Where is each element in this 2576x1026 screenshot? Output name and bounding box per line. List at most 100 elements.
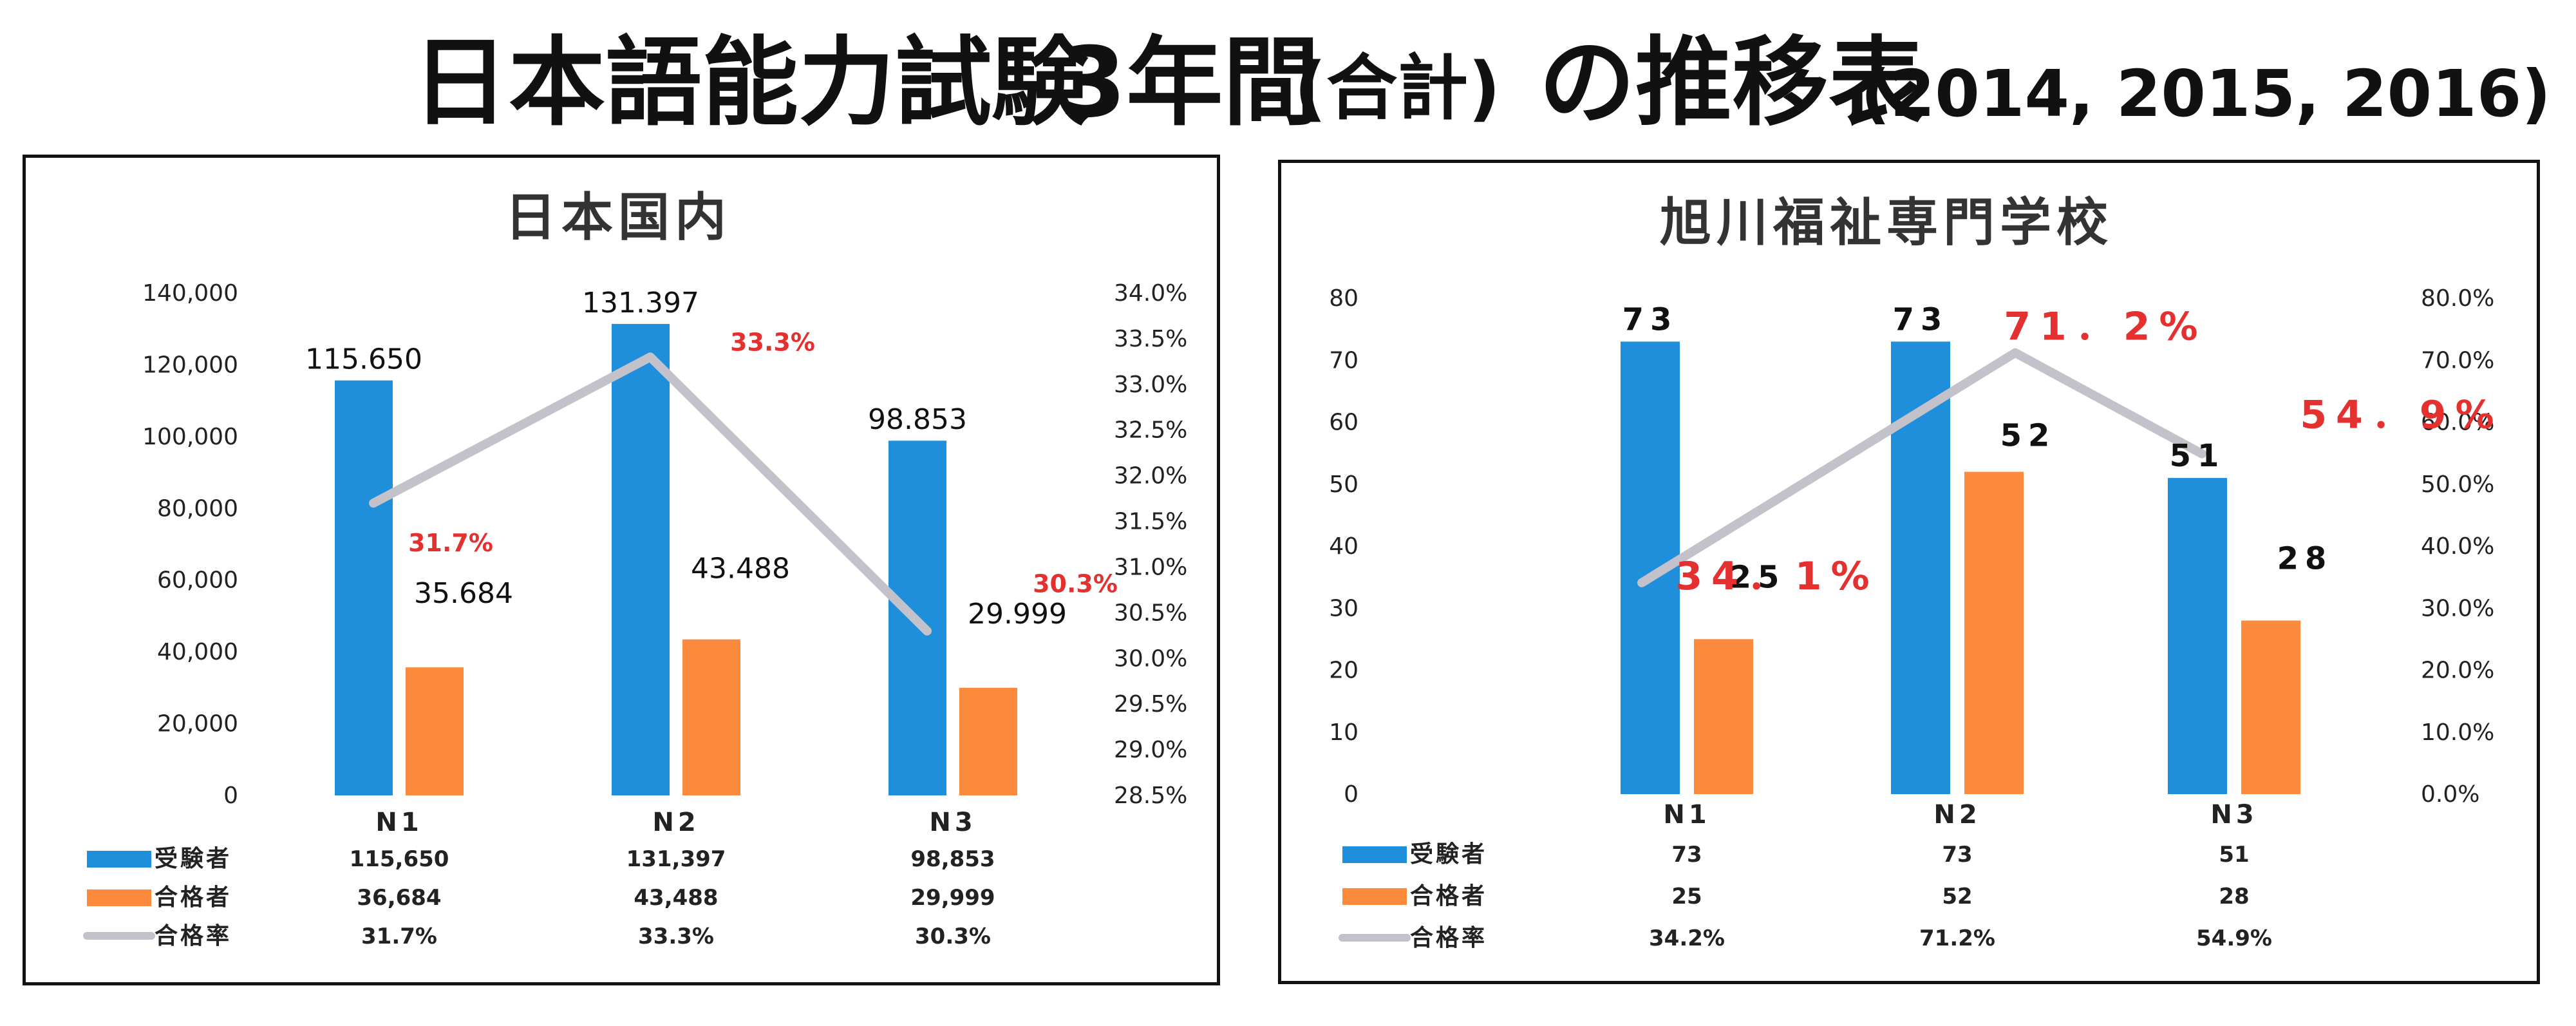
- y2-tick-label: 29.5%: [1114, 691, 1187, 717]
- y2-tick-label: 50.0%: [2421, 471, 2494, 498]
- x-tick-label: N2: [1933, 800, 1980, 830]
- y-tick-label: 80: [1329, 285, 1359, 312]
- x-tick-label: N1: [375, 808, 422, 837]
- y-tick-label: 140,000: [142, 280, 238, 307]
- y2-tick-label: 30.5%: [1114, 600, 1187, 626]
- y2-tick-label: 28.5%: [1114, 783, 1187, 809]
- y2-tick-label: 33.0%: [1114, 372, 1187, 398]
- data-label-examinees: 131.397: [582, 287, 699, 319]
- y-tick-label: 20: [1329, 658, 1359, 684]
- y2-tick-label: 70.0%: [2421, 347, 2494, 374]
- data-label-examinees: 73: [1893, 301, 1949, 337]
- data-label-rate: 33.3%: [730, 328, 815, 356]
- legend-key: [1342, 846, 1407, 863]
- line-pass-rate: [369, 352, 932, 636]
- legend-key: [87, 851, 151, 868]
- table-cell: 34.2%: [1649, 926, 1725, 951]
- legend-key: [1342, 888, 1407, 905]
- table-cell: 52: [1942, 884, 1972, 909]
- table-cell: 73: [1671, 842, 1702, 868]
- chart-school-svg: 旭川福祉専門学校 0 10 20 30 40 50 60 70 80 0.0% 10.0% 20.0% 3…: [1329, 193, 2494, 951]
- y2-tick-label: 10.0%: [2421, 719, 2494, 746]
- title-main: 日本語能力試験: [412, 27, 1089, 139]
- table-cell: 29,999: [910, 885, 995, 911]
- main-title: 日本語能力試験 3年間 (合計) の推移表 (2014, 2015, 2016): [0, 6, 2576, 148]
- bar-examinees: [335, 380, 393, 795]
- bar-examinees: [612, 323, 670, 795]
- table-cell: 51: [2219, 842, 2249, 868]
- bar-passers: [1694, 639, 1753, 794]
- data-label-passers: 28: [2277, 541, 2333, 577]
- y2-tick-label: 32.0%: [1114, 463, 1187, 489]
- y2-tick-label: 33.5%: [1114, 326, 1187, 352]
- table-cell: 31.7%: [361, 924, 437, 949]
- chart-title: 旭川福祉専門学校: [1660, 193, 2113, 252]
- y2-tick-label: 34.0%: [1114, 280, 1187, 307]
- bar-passers: [959, 687, 1017, 795]
- y-tick-label: 0: [223, 783, 238, 809]
- line-pass-rate: [1637, 348, 2206, 587]
- legend-label: 合格者: [1410, 883, 1487, 909]
- title-middle: 3年間: [1059, 27, 1319, 139]
- table-cell: 25: [1671, 884, 1702, 909]
- data-label-rate: 30.3%: [1033, 570, 1118, 598]
- x-tick-label: N3: [2210, 800, 2257, 830]
- title-suffix: の推移表: [1539, 27, 1925, 139]
- data-label-passers: 29.999: [968, 598, 1067, 631]
- bar-passers: [682, 639, 740, 795]
- y-tick-label: 20,000: [157, 711, 238, 737]
- x-tick-label: N1: [1663, 800, 1710, 830]
- y2-tick-label: 60.0%: [2421, 410, 2494, 436]
- data-label-rate: 31.7%: [408, 529, 493, 557]
- data-label-examinees: 73: [1622, 301, 1678, 337]
- legend-label: 合格者: [155, 884, 232, 911]
- title-paren: (合計): [1294, 47, 1501, 129]
- chart-panel-domestic: 日本国内 0 20,000 40,000 60,000 80,000 100,000 120,…: [23, 155, 1220, 985]
- data-label-examinees: 51: [2170, 438, 2226, 474]
- y-tick-label: 10: [1329, 719, 1359, 746]
- data-label-examinees: 115.650: [305, 343, 422, 376]
- y2-tick-label: 80.0%: [2421, 285, 2494, 312]
- y-tick-label: 40,000: [157, 639, 238, 665]
- table-cell: 36,684: [357, 885, 441, 911]
- y-tick-label: 80,000: [157, 495, 238, 522]
- y2-tick-label: 0.0%: [2421, 781, 2479, 808]
- y-tick-label: 70: [1329, 347, 1359, 374]
- table-cell: 98,853: [910, 846, 995, 872]
- y-tick-label: 0: [1344, 781, 1359, 808]
- y-tick-label: 60,000: [157, 567, 238, 594]
- y-tick-label: 100,000: [142, 424, 238, 450]
- table-cell: 73: [1942, 842, 1972, 868]
- y2-tick-label: 29.0%: [1114, 737, 1187, 763]
- y-tick-label: 30: [1329, 595, 1359, 622]
- table-cell: 54.9%: [2196, 926, 2272, 951]
- data-label-rate: 34．1%: [1675, 554, 1878, 599]
- title-years: (2014, 2015, 2016): [1861, 56, 2551, 131]
- main-title-svg: 日本語能力試験 3年間 (合計) の推移表 (2014, 2015, 2016): [412, 27, 2551, 139]
- table-cell: 131,397: [626, 846, 726, 872]
- y2-tick-label: 20.0%: [2421, 658, 2494, 684]
- table-cell: 43,488: [634, 885, 718, 911]
- x-tick-label: N2: [652, 808, 699, 837]
- bar-examinees: [2168, 478, 2227, 794]
- y2-tick-label: 31.5%: [1114, 509, 1187, 535]
- data-label-passers: 35.684: [414, 577, 513, 610]
- bar-passers: [406, 667, 464, 795]
- data-label-examinees: 98.853: [868, 403, 967, 436]
- legend-label: 合格率: [1410, 925, 1487, 951]
- chart-title: 日本国内: [505, 187, 731, 247]
- table-cell: 71.2%: [1919, 926, 1995, 951]
- chart-panel-school: 旭川福祉専門学校 0 10 20 30 40 50 60 70 80 0.0% 10.0% 20.0% 3…: [1278, 160, 2540, 984]
- y2-tick-label: 31.0%: [1114, 554, 1187, 580]
- table-cell: 115,650: [350, 846, 449, 872]
- bar-passers: [1964, 471, 2024, 794]
- bar-examinees: [1891, 341, 1950, 794]
- data-label-passers: 52: [2000, 418, 2056, 454]
- table-cell: 28: [2219, 884, 2249, 909]
- table-cell: 33.3%: [638, 924, 714, 949]
- y-tick-label: 60: [1329, 410, 1359, 436]
- y-tick-label: 120,000: [142, 352, 238, 378]
- y-tick-label: 50: [1329, 471, 1359, 498]
- y2-tick-label: 32.5%: [1114, 417, 1187, 444]
- x-tick-label: N3: [929, 808, 976, 837]
